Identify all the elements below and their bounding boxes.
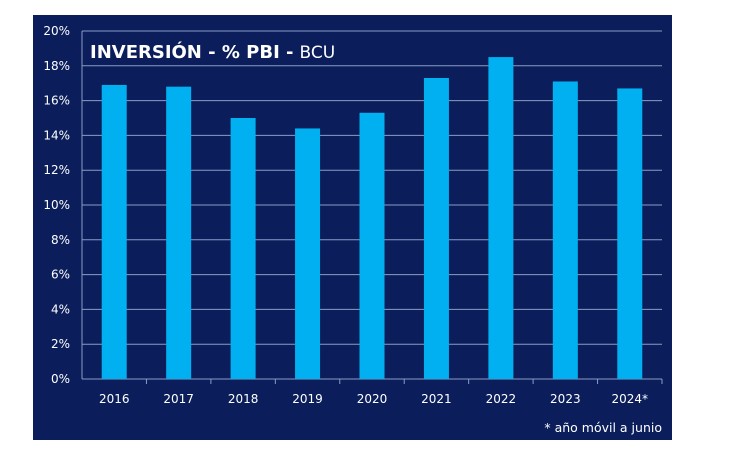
y-tick-label: 6%	[51, 268, 70, 282]
bar-2020	[359, 112, 385, 379]
bar-2022	[488, 57, 514, 379]
x-tick-label: 2021	[421, 392, 452, 406]
y-tick-label: 2%	[51, 337, 70, 351]
bar-2018	[230, 118, 256, 379]
y-tick-label: 8%	[51, 233, 70, 247]
bar-2023	[552, 81, 578, 380]
x-tick-label: 2018	[228, 392, 259, 406]
y-tick-label: 12%	[43, 163, 70, 177]
footnote: * año móvil a junio	[544, 420, 662, 435]
bars	[101, 57, 643, 380]
y-tick-label: 10%	[43, 198, 70, 212]
x-tick-label: 2019	[292, 392, 323, 406]
y-tick-label: 14%	[43, 128, 70, 142]
x-tick-label: 2017	[163, 392, 194, 406]
y-axis-ticks: 0% 2% 4% 6% 8% 10% 12% 14% 16% 18% 20%	[43, 24, 70, 386]
bar-2016	[101, 84, 127, 379]
chart-title: INVERSIÓN - % PBI - BCU	[90, 41, 335, 63]
x-tick-label: 2020	[357, 392, 388, 406]
y-tick-label: 20%	[43, 24, 70, 38]
x-axis-ticks: 2016 2017 2018 2019 2020 2021 2022 2023 2024*	[99, 379, 663, 406]
x-tick-label: 2016	[99, 392, 130, 406]
bar-2017	[166, 86, 192, 380]
y-tick-label: 18%	[43, 59, 70, 73]
y-tick-label: 16%	[43, 94, 70, 108]
bar-2021	[423, 77, 449, 379]
bar-2019	[295, 128, 321, 379]
bar-2024	[617, 88, 643, 380]
x-tick-label: 2023	[550, 392, 581, 406]
y-tick-label: 4%	[51, 302, 70, 316]
x-tick-label: 2024*	[612, 392, 649, 406]
x-tick-label: 2022	[486, 392, 517, 406]
y-tick-label: 0%	[51, 372, 70, 386]
